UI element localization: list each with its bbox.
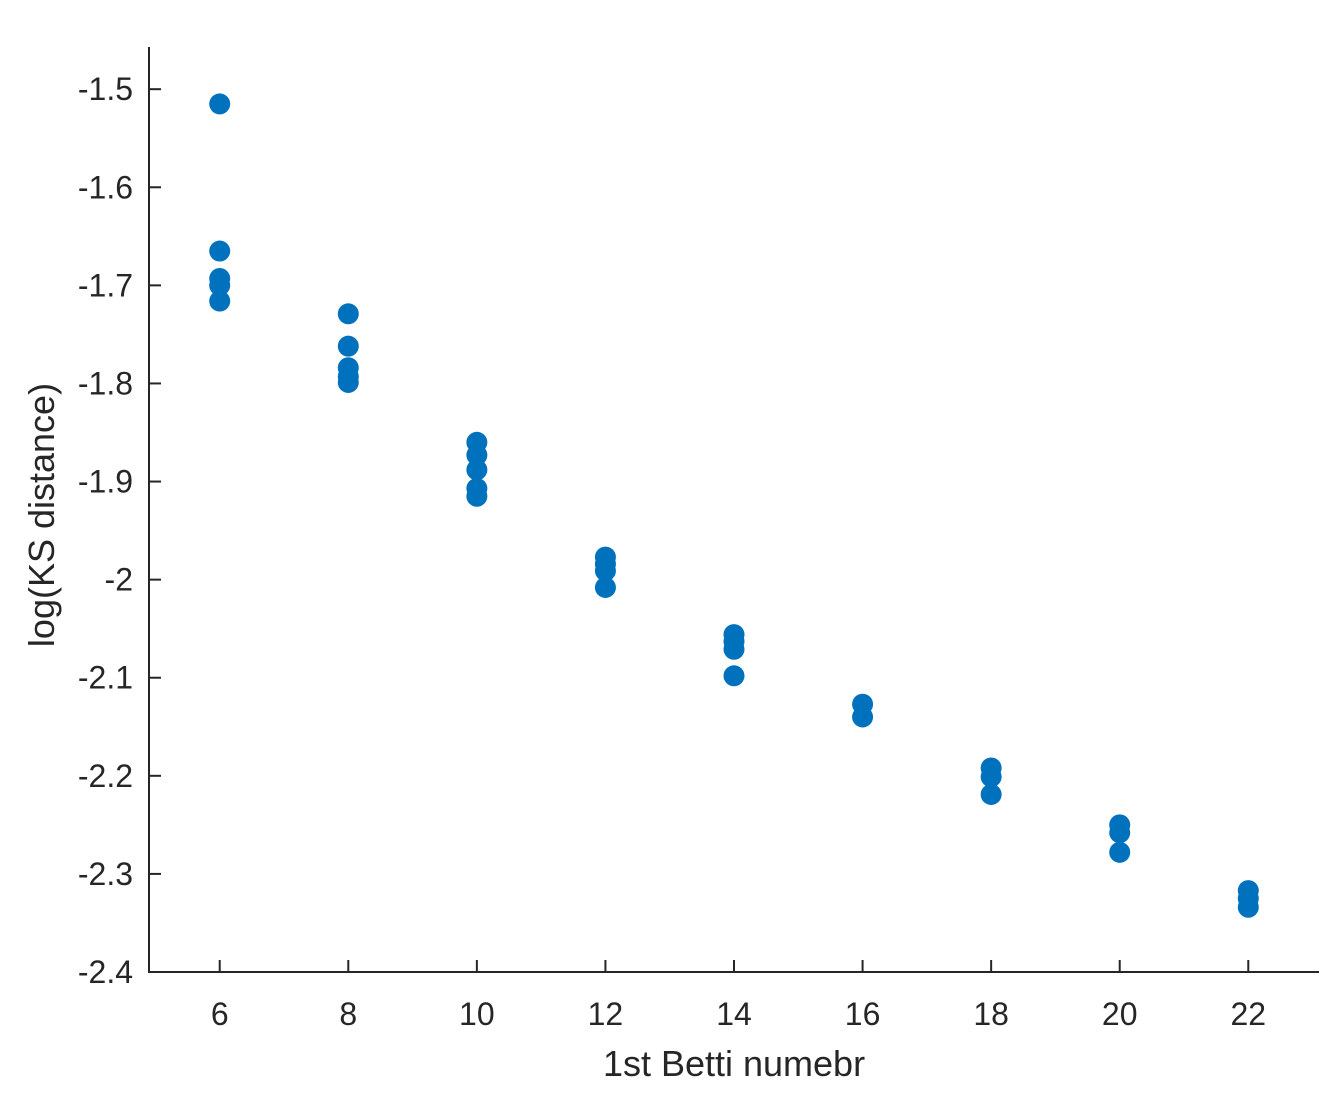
data-point (337, 371, 359, 393)
data-point (980, 766, 1002, 788)
x-tick-label: 14 (716, 996, 752, 1032)
data-points (209, 93, 1259, 918)
data-point (209, 240, 231, 262)
data-point (466, 485, 488, 507)
data-point (209, 274, 231, 296)
data-point (466, 459, 488, 481)
y-tick-label: -1.5 (78, 71, 133, 107)
y-tick-label: -2 (105, 562, 133, 598)
data-point (1237, 896, 1259, 918)
data-point (337, 303, 359, 325)
y-tick-label: -2.1 (78, 660, 133, 696)
data-point (337, 335, 359, 357)
data-point (980, 783, 1002, 805)
x-tick-label: 20 (1102, 996, 1138, 1032)
x-tick-label: 6 (211, 996, 229, 1032)
data-point (852, 706, 874, 728)
y-axis-ticks: -1.5 -1.6 -1.7 -1.8 -1.9 -2 -2.1 -2.2 -2.3 -2.4 (78, 71, 161, 990)
y-tick-label: -2.4 (78, 954, 133, 990)
data-point (466, 444, 488, 466)
data-point (594, 576, 616, 598)
x-tick-label: 8 (339, 996, 357, 1032)
data-point (723, 665, 745, 687)
data-point (1109, 841, 1131, 863)
data-point (209, 93, 231, 115)
y-tick-label: -1.6 (78, 169, 133, 205)
x-tick-label: 22 (1230, 996, 1266, 1032)
x-tick-label: 18 (973, 996, 1009, 1032)
data-point (1109, 822, 1131, 844)
axes (148, 47, 1319, 973)
axis-frame (148, 47, 1319, 973)
y-tick-label: -1.9 (78, 464, 133, 500)
y-tick-label: -1.8 (78, 365, 133, 401)
x-tick-label: 16 (845, 996, 881, 1032)
x-tick-label: 10 (459, 996, 495, 1032)
y-axis-label: log(KS distance) (21, 383, 62, 647)
x-axis-ticks: 6 8 10 12 14 16 18 20 22 (211, 960, 1266, 1032)
y-tick-label: -1.7 (78, 267, 133, 303)
y-tick-label: -2.2 (78, 758, 133, 794)
y-tick-label: -2.3 (78, 856, 133, 892)
data-point (209, 290, 231, 312)
x-tick-label: 12 (588, 996, 624, 1032)
data-point (594, 560, 616, 582)
x-axis-label: 1st Betti numebr (603, 1043, 865, 1084)
data-point (723, 638, 745, 660)
